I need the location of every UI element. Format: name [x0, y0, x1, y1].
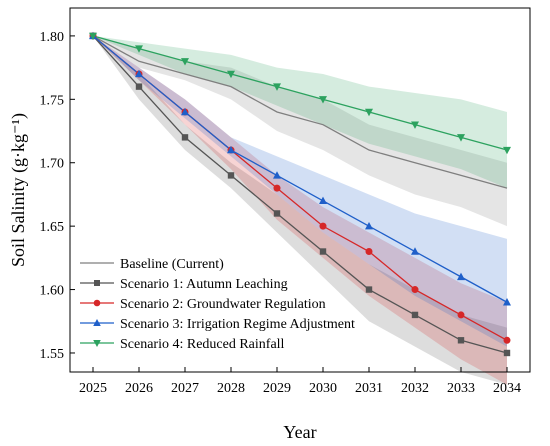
point-series-3-8	[457, 272, 465, 281]
point-series-1-4	[273, 210, 281, 217]
point-series-3-1	[135, 69, 143, 78]
line-series-1	[92, 35, 508, 354]
x-tick-label: 2025	[79, 381, 107, 396]
line-series-0	[92, 35, 508, 189]
point-series-4-0	[89, 32, 97, 41]
point-series-2-4	[273, 184, 281, 192]
x-tick-label: 2030	[309, 381, 337, 396]
x-tick-label: 2031	[355, 381, 383, 396]
series-lines	[92, 35, 508, 354]
point-series-3-9	[503, 298, 511, 306]
series-markers	[89, 31, 511, 357]
legend: Baseline (Current) Scenario 1: Autumn Lea…	[80, 257, 355, 352]
y-tick-label: 1.80	[40, 30, 65, 45]
band-series-4	[93, 35, 507, 189]
point-series-4-8	[457, 134, 465, 142]
y-tick-label: 1.55	[40, 347, 65, 362]
y-tick-label: 1.60	[40, 284, 65, 299]
x-axis: 2025 2026 2027 2028 2029 2030 2031 2032 2033 2034	[79, 367, 521, 396]
legend-marker-2	[93, 299, 101, 307]
x-axis-title: Year	[283, 422, 316, 442]
legend-marker-4	[93, 340, 101, 347]
legend-label-1: Scenario 1: Autumn Leaching	[120, 277, 288, 292]
legend-label-3: Scenario 3: Irrigation Regime Adjustment	[120, 317, 355, 332]
x-tick-label: 2027	[171, 381, 199, 396]
band-series-0	[93, 35, 507, 227]
point-series-4-9	[503, 146, 511, 155]
legend-label-0: Baseline (Current)	[120, 257, 224, 272]
point-series-1-5	[319, 248, 327, 255]
y-tick-label: 1.70	[40, 157, 65, 172]
point-series-4-7	[411, 121, 419, 129]
legend-label-4: Scenario 4: Reduced Rainfall	[120, 337, 285, 352]
point-series-4-3	[227, 70, 235, 79]
x-tick-label: 2034	[493, 381, 521, 396]
y-tick-label: 1.75	[40, 93, 65, 108]
point-series-3-6	[365, 221, 373, 230]
band-series-1	[93, 35, 507, 385]
point-series-1-6	[365, 286, 373, 293]
point-series-3-5	[319, 196, 327, 204]
line-series-3	[92, 35, 508, 303]
line-series-4	[92, 35, 508, 151]
point-series-4-4	[273, 83, 281, 91]
point-series-2-9	[503, 336, 511, 344]
x-tick-label: 2028	[217, 381, 245, 396]
legend-label-2: Scenario 2: Groundwater Regulation	[120, 297, 326, 312]
x-tick-label: 2029	[263, 381, 291, 396]
x-tick-label: 2032	[401, 381, 429, 396]
y-axis-title: Soil Salinity (g·kg⁻¹)	[8, 113, 29, 267]
point-series-1-1	[135, 83, 143, 90]
band-series-2	[93, 35, 507, 385]
point-series-1-8	[457, 337, 465, 344]
confidence-bands	[93, 35, 507, 385]
plot-frame	[69, 7, 531, 373]
legend-marker-1	[94, 280, 100, 286]
point-series-1-2	[181, 134, 189, 141]
y-axis: 1.55 1.60 1.65 1.70 1.75 1.80	[40, 30, 75, 362]
x-tick-label: 2026	[125, 381, 153, 396]
point-series-3-4	[273, 171, 281, 179]
point-series-4-6	[365, 108, 373, 117]
point-series-2-5	[319, 222, 327, 230]
point-series-3-2	[181, 107, 189, 116]
point-series-2-6	[365, 248, 373, 256]
point-series-4-2	[181, 58, 189, 66]
point-series-4-1	[135, 45, 143, 53]
point-series-3-7	[411, 247, 419, 255]
point-series-2-7	[411, 286, 419, 294]
y-tick-label: 1.65	[40, 220, 65, 235]
point-series-1-9	[503, 349, 511, 357]
band-series-3	[93, 35, 507, 347]
legend-marker-3	[93, 319, 101, 326]
point-series-1-7	[411, 311, 419, 319]
point-series-4-5	[319, 96, 327, 104]
point-series-2-8	[457, 311, 465, 319]
point-series-1-3	[227, 172, 235, 179]
x-tick-label: 2033	[447, 381, 475, 396]
point-series-3-3	[227, 145, 235, 154]
